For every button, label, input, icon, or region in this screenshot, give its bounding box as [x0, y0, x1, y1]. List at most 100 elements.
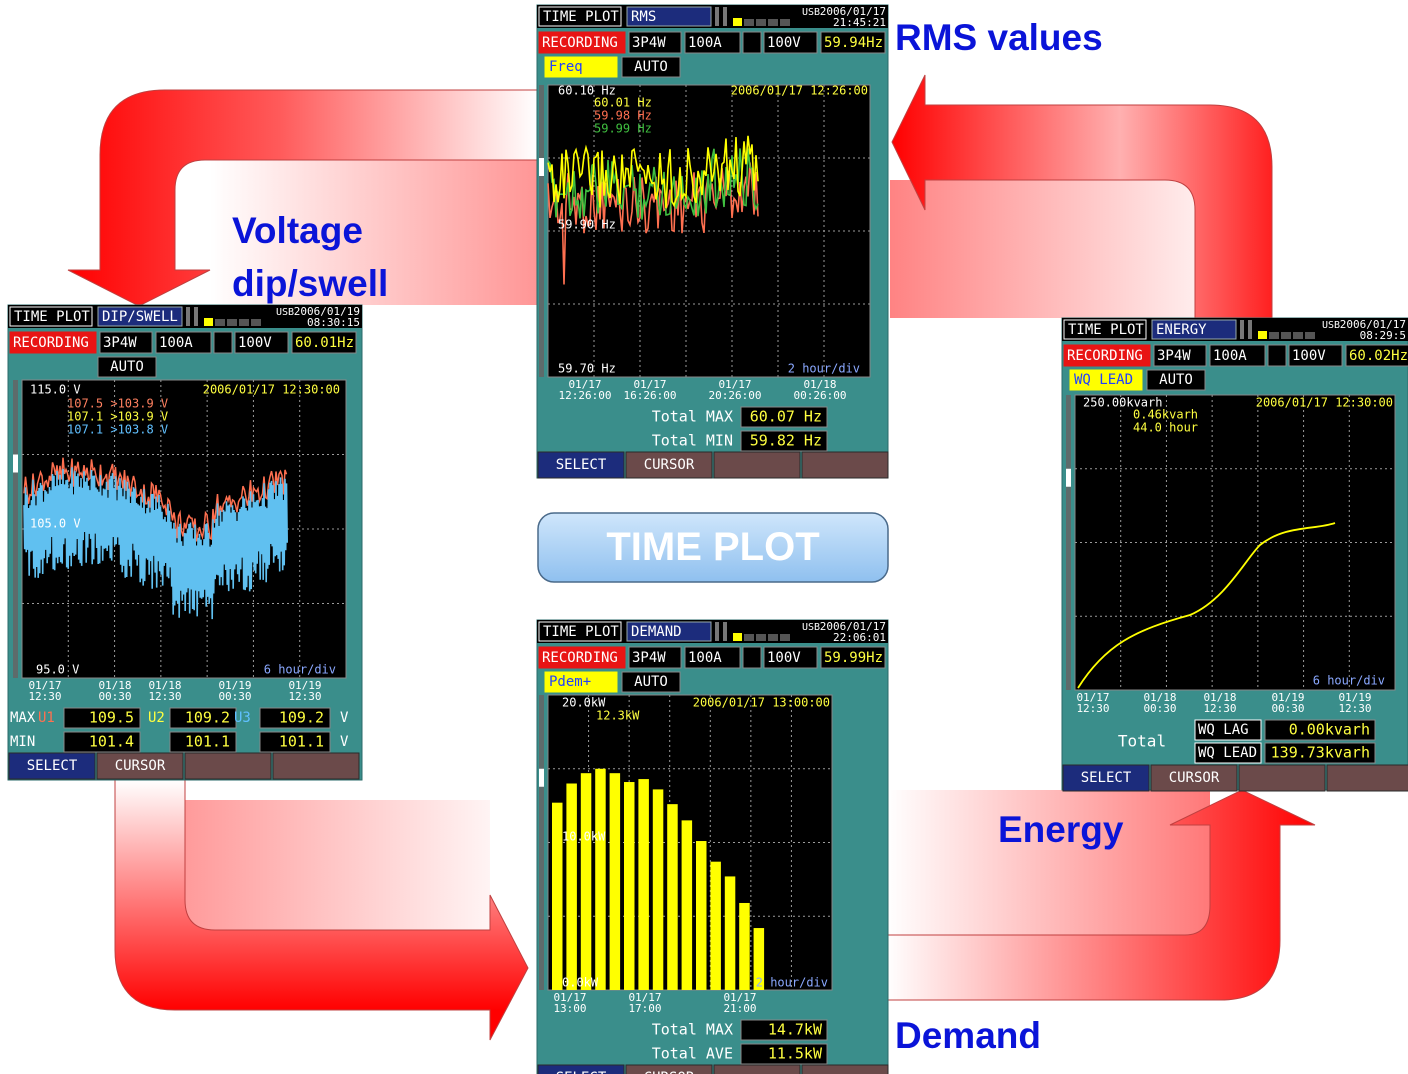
- time: 08:29:5: [1360, 329, 1406, 342]
- bar: [710, 862, 721, 990]
- total-name: WQ LAG: [1198, 722, 1249, 738]
- view: ENERGY: [1156, 322, 1207, 338]
- bar: [638, 779, 649, 990]
- screen-energy: TIME PLOTENERGYUSB2006/01/1708:29:5RECOR…: [1062, 318, 1408, 791]
- button-label[interactable]: CURSOR: [644, 457, 695, 473]
- x-label: 00:30: [218, 690, 251, 703]
- reading: 109.5: [89, 709, 134, 727]
- label-dip: dip/swell: [232, 263, 388, 304]
- bar: [682, 820, 693, 990]
- icon: [756, 634, 766, 641]
- x-label: 20:26:00: [709, 389, 762, 402]
- reading: 109.2: [185, 709, 230, 727]
- scroll-thumb: [539, 158, 544, 176]
- label-dip: Voltage: [232, 210, 363, 251]
- button: [802, 1065, 888, 1074]
- view: RMS: [631, 9, 656, 25]
- plot-label: 2006/01/17 12:30:00: [203, 383, 340, 397]
- plot-label: 107.1 >103.9 V: [67, 410, 168, 424]
- icon: [723, 7, 727, 26]
- scroll-bar: [1066, 395, 1071, 690]
- icon: [227, 319, 237, 326]
- button-label[interactable]: CURSOR: [115, 758, 166, 774]
- plot-label: 12.3kW: [596, 709, 640, 723]
- button: [273, 753, 359, 779]
- total-label: Total AVE: [652, 1045, 733, 1063]
- icon: [756, 19, 766, 26]
- plot-label: 0.0kW: [562, 976, 599, 990]
- icon: [780, 634, 790, 641]
- button-label[interactable]: CURSOR: [644, 1070, 695, 1074]
- bar: [739, 903, 750, 990]
- status: 60.02Hz: [1349, 348, 1408, 364]
- plot-label: 20.0kW: [562, 696, 606, 710]
- status: 3P4W: [1157, 348, 1191, 364]
- recording: RECORDING: [1067, 348, 1143, 364]
- label-energy: Energy: [998, 809, 1124, 850]
- total-value: 59.82 Hz: [750, 432, 822, 450]
- button: [1327, 765, 1408, 791]
- range: AUTO: [110, 359, 144, 375]
- icon: [1248, 320, 1252, 339]
- plot-label: 105.0 V: [30, 517, 81, 531]
- reading-label: MIN: [10, 734, 35, 750]
- channel: U2: [148, 710, 165, 726]
- status: 100A: [159, 335, 193, 351]
- bar: [653, 789, 664, 990]
- button-label[interactable]: CURSOR: [1169, 770, 1220, 786]
- plot-label: 0.46kvarh: [1133, 408, 1198, 422]
- button-label[interactable]: SELECT: [1081, 770, 1132, 786]
- recording: RECORDING: [13, 335, 89, 351]
- bar: [696, 841, 707, 990]
- mode: TIME PLOT: [1068, 322, 1144, 338]
- total-value: 139.73kvarh: [1271, 744, 1370, 762]
- plot-label: 2 hour/div: [756, 976, 828, 990]
- icon: [215, 319, 225, 326]
- button: [802, 452, 888, 478]
- icon: [1269, 332, 1279, 339]
- icon: [1281, 332, 1291, 339]
- scroll-bar: [539, 695, 544, 990]
- scroll-thumb: [1066, 469, 1071, 487]
- range: AUTO: [634, 674, 668, 690]
- reading: 109.2: [279, 709, 324, 727]
- usb: USB: [276, 307, 294, 318]
- x-label: 00:30: [1271, 702, 1304, 715]
- mode: TIME PLOT: [543, 9, 619, 25]
- plot-label: 10.0kW: [562, 830, 606, 844]
- bar: [595, 769, 606, 990]
- x-label: 13:00: [553, 1002, 586, 1015]
- icon: [1240, 320, 1244, 339]
- icon: [723, 622, 727, 641]
- recording: RECORDING: [542, 650, 618, 666]
- screen-dip: TIME PLOTDIP/SWELLUSB2006/01/1908:30:15R…: [8, 305, 362, 780]
- selector: Pdem+: [549, 674, 591, 690]
- icon: [251, 319, 261, 326]
- bar: [610, 773, 621, 990]
- icon: [780, 19, 790, 26]
- reading: 101.1: [279, 733, 324, 751]
- total-value: 11.5kW: [768, 1045, 823, 1063]
- button-label[interactable]: SELECT: [556, 1070, 607, 1074]
- battery-icon: [1258, 331, 1267, 339]
- time: 08:30:15: [307, 316, 360, 329]
- status: 100V: [1292, 348, 1326, 364]
- status-box: [1268, 345, 1286, 366]
- x-label: 12:26:00: [559, 389, 612, 402]
- total-name: WQ LEAD: [1198, 745, 1257, 761]
- reading: 101.1: [185, 733, 230, 751]
- x-label: 12:30: [288, 690, 321, 703]
- mode: TIME PLOT: [14, 309, 90, 325]
- button-label[interactable]: SELECT: [27, 758, 78, 774]
- button-label[interactable]: SELECT: [556, 457, 607, 473]
- x-label: 12:30: [1338, 702, 1371, 715]
- status: 100A: [688, 35, 722, 51]
- page: {"labels":{"rms":"RMS values","dip":["Vo…: [0, 0, 1408, 1074]
- diagram: RMS values Voltage dip/swell Energy Dema…: [0, 0, 1408, 1074]
- icon: [186, 307, 190, 326]
- total-value: 60.07 Hz: [750, 408, 822, 426]
- icon: [715, 7, 719, 26]
- status: 100V: [767, 650, 801, 666]
- x-label: 12:30: [148, 690, 181, 703]
- bar: [624, 782, 635, 990]
